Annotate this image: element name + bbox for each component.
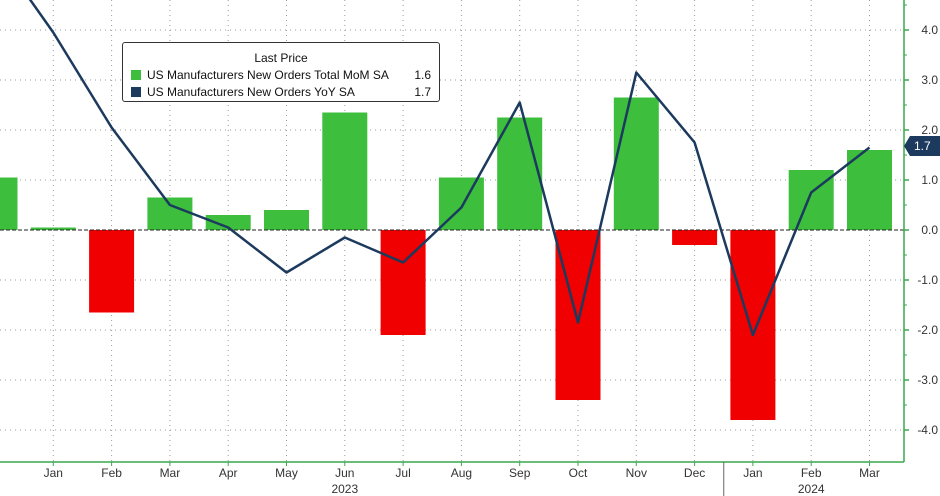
y-tick-label: -3.0 [917, 373, 938, 387]
legend-title: Last Price [254, 51, 308, 65]
y-tick-label: -1.0 [917, 273, 938, 287]
x-tick-label: Nov [626, 466, 647, 480]
bar [613, 97, 659, 230]
legend-item-yoy: US Manufacturers New Orders YoY SA 1.7 [131, 84, 431, 100]
legend-item-mom: US Manufacturers New Orders Total MoM SA… [131, 67, 431, 83]
year-label: 2023 [331, 482, 358, 496]
x-tick-label: Jul [395, 466, 410, 480]
bar [264, 210, 309, 230]
x-tick-label: Sep [509, 466, 531, 480]
x-tick-label: Mar [160, 466, 181, 480]
x-tick-label: Jun [335, 466, 354, 480]
bar [205, 215, 251, 230]
last-value-badge-shape [904, 136, 940, 156]
bar [847, 150, 892, 230]
x-tick-label: Feb [801, 466, 822, 480]
legend: Last Price US Manufacturers New Orders T… [122, 42, 440, 102]
bar [497, 117, 543, 230]
bar [322, 112, 368, 230]
legend-label-mom: US Manufacturers New Orders Total MoM SA [147, 68, 389, 82]
legend-value-yoy: 1.7 [414, 85, 431, 99]
y-axis-ticks: -4.0 -3.0 -2.0 -1.0 0.0 1.0 2.0 3.0 4.0 [904, 4, 938, 437]
bar-series [0, 97, 892, 420]
year-label: 2024 [798, 482, 825, 496]
bar [30, 227, 76, 230]
bar [0, 177, 18, 230]
y-tick-label: 4.0 [921, 23, 938, 37]
x-axis-ticks: Jan Feb Mar Apr May Jun Jul Aug Sep Oct Nov Dec Jan F… [44, 462, 880, 496]
legend-value-mom: 1.6 [414, 68, 431, 82]
last-value-badge: 1.7 [904, 136, 940, 156]
last-value-badge-text: 1.7 [914, 139, 931, 153]
y-tick-label: -2.0 [917, 323, 938, 337]
y-tick-label: -4.0 [917, 423, 938, 437]
y-tick-label: 1.0 [921, 173, 938, 187]
line-series [28, 0, 871, 337]
yoy-line [28, 0, 871, 337]
x-tick-label: Dec [684, 466, 705, 480]
bar [89, 230, 135, 313]
legend-swatch-mom [131, 70, 141, 80]
y-tick-label: 2.0 [921, 123, 938, 137]
x-tick-label: Mar [859, 466, 880, 480]
x-tick-label: Feb [101, 466, 122, 480]
bar [147, 197, 193, 230]
x-tick-label: Jan [743, 466, 762, 480]
bar [730, 230, 776, 420]
y-tick-label: 3.0 [921, 73, 938, 87]
y-tick-label: 0.0 [921, 223, 938, 237]
bar [380, 230, 426, 335]
bar [672, 230, 718, 245]
x-tick-label: May [275, 466, 298, 480]
legend-label-yoy: US Manufacturers New Orders YoY SA [147, 85, 355, 99]
x-tick-label: Jan [44, 466, 63, 480]
legend-swatch-yoy [131, 87, 141, 97]
x-tick-label: Apr [219, 466, 238, 480]
x-tick-label: Oct [569, 466, 588, 480]
x-tick-label: Aug [451, 466, 472, 480]
